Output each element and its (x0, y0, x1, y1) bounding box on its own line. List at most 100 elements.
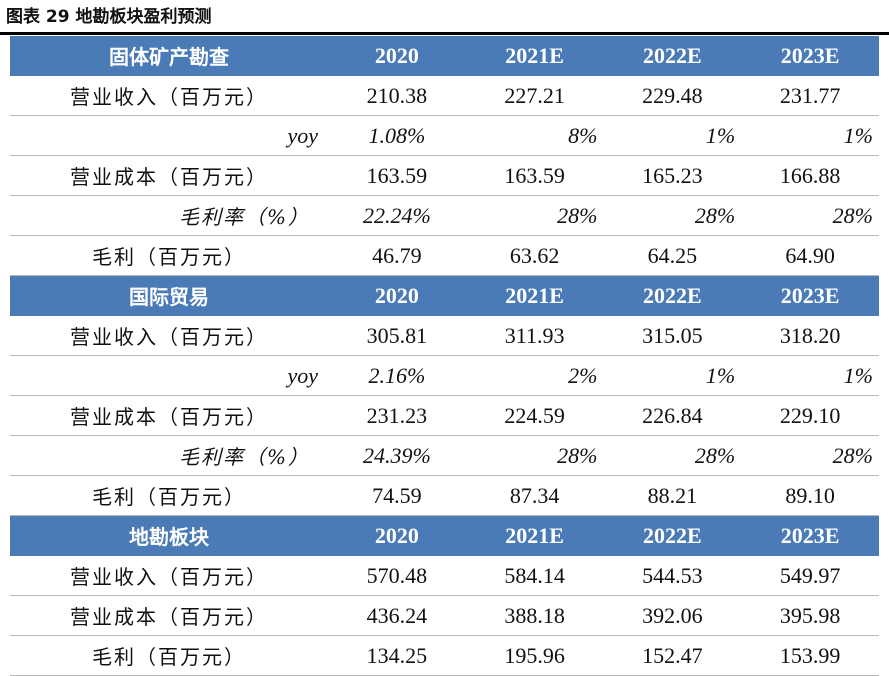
cell-value: 87.34 (465, 475, 604, 516)
cell-value: 28% (741, 195, 879, 236)
row-label: 营业成本（百万元） (10, 595, 328, 636)
year-header: 2022E (603, 515, 742, 556)
table-row: yoy 2.16% 2% 1% 1% (10, 355, 879, 396)
cell-value: 315.05 (603, 315, 742, 356)
cell-value: 1.08% (328, 115, 466, 156)
section-header: 固体矿产勘查 2020 2021E 2022E 2023E (10, 36, 879, 76)
cell-value: 163.59 (328, 155, 466, 196)
cell-value: 166.88 (741, 155, 879, 196)
cell-value: 231.23 (328, 395, 466, 436)
cell-value: 395.98 (741, 595, 879, 636)
cell-value: 64.90 (741, 235, 879, 276)
cell-value: 163.59 (465, 155, 604, 196)
cell-value: 1% (741, 115, 879, 156)
row-label: 毛利（百万元） (10, 635, 328, 676)
row-label: 营业成本（百万元） (10, 155, 328, 196)
year-header: 2023E (741, 36, 879, 76)
cell-value: 584.14 (465, 555, 604, 596)
section-name: 固体矿产勘查 (10, 36, 328, 76)
row-label: yoy (10, 115, 328, 156)
table-row: 营业成本（百万元） 231.23 224.59 226.84 229.10 (10, 395, 879, 436)
cell-value: 134.25 (328, 635, 466, 676)
year-header: 2020 (328, 515, 466, 556)
cell-value: 28% (603, 435, 742, 476)
cell-value: 305.81 (328, 315, 466, 356)
cell-value: 195.96 (465, 635, 604, 676)
cell-value: 28% (465, 195, 604, 236)
table-row: 营业收入（百万元） 210.38 227.21 229.48 231.77 (10, 75, 879, 116)
cell-value: 229.48 (603, 75, 742, 116)
table-row: 营业收入（百万元） 570.48 584.14 544.53 549.97 (10, 555, 879, 596)
cell-value: 1% (603, 355, 742, 396)
year-header: 2023E (741, 275, 879, 316)
cell-value: 231.77 (741, 75, 879, 116)
row-label: 毛利（百万元） (10, 235, 328, 276)
table-row: 毛利（百万元） 46.79 63.62 64.25 64.90 (10, 235, 879, 276)
table-body: 固体矿产勘查 2020 2021E 2022E 2023E 营业收入（百万元） … (10, 36, 879, 676)
section-header: 国际贸易 2020 2021E 2022E 2023E (10, 275, 879, 316)
cell-value: 28% (465, 435, 604, 476)
table-row: 毛利率（%） 22.24% 28% 28% 28% (10, 195, 879, 236)
row-label: 营业收入（百万元） (10, 75, 328, 116)
year-header: 2020 (328, 36, 466, 76)
cell-value: 28% (741, 435, 879, 476)
figure-title: 图表 29 地勘板块盈利预测 (6, 7, 212, 27)
year-header: 2020 (328, 275, 466, 316)
row-label: 营业收入（百万元） (10, 315, 328, 356)
cell-value: 1% (741, 355, 879, 396)
cell-value: 28% (603, 195, 742, 236)
table-row: 营业成本（百万元） 163.59 163.59 165.23 166.88 (10, 155, 879, 196)
profit-forecast-table: 固体矿产勘查 2020 2021E 2022E 2023E 营业收入（百万元） … (10, 36, 879, 676)
cell-value: 318.20 (741, 315, 879, 356)
cell-value: 229.10 (741, 395, 879, 436)
year-header: 2021E (465, 515, 604, 556)
cell-value: 63.62 (465, 235, 604, 276)
cell-value: 392.06 (603, 595, 742, 636)
section-name: 地勘板块 (10, 515, 328, 556)
year-header: 2021E (465, 36, 604, 76)
cell-value: 224.59 (465, 395, 604, 436)
year-header: 2023E (741, 515, 879, 556)
cell-value: 88.21 (603, 475, 742, 516)
row-label: 营业收入（百万元） (10, 555, 328, 596)
cell-value: 24.39% (328, 435, 466, 476)
cell-value: 549.97 (741, 555, 879, 596)
year-header: 2021E (465, 275, 604, 316)
cell-value: 311.93 (465, 315, 604, 356)
cell-value: 153.99 (741, 635, 879, 676)
cell-value: 152.47 (603, 635, 742, 676)
row-label: 毛利（百万元） (10, 475, 328, 516)
section-header: 地勘板块 2020 2021E 2022E 2023E (10, 515, 879, 556)
row-label: 毛利率（%） (10, 195, 328, 236)
cell-value: 2.16% (328, 355, 466, 396)
cell-value: 165.23 (603, 155, 742, 196)
cell-value: 64.25 (603, 235, 742, 276)
cell-value: 2% (465, 355, 604, 396)
cell-value: 74.59 (328, 475, 466, 516)
year-header: 2022E (603, 36, 742, 76)
table-row: 营业成本（百万元） 436.24 388.18 392.06 395.98 (10, 595, 879, 636)
cell-value: 46.79 (328, 235, 466, 276)
table-row: 毛利率（%） 24.39% 28% 28% 28% (10, 435, 879, 476)
cell-value: 544.53 (603, 555, 742, 596)
table-row: yoy 1.08% 8% 1% 1% (10, 115, 879, 156)
cell-value: 388.18 (465, 595, 604, 636)
cell-value: 1% (603, 115, 742, 156)
row-label: yoy (10, 355, 328, 396)
cell-value: 89.10 (741, 475, 879, 516)
cell-value: 210.38 (328, 75, 466, 116)
table-row: 毛利（百万元） 74.59 87.34 88.21 89.10 (10, 475, 879, 516)
row-label: 营业成本（百万元） (10, 395, 328, 436)
year-header: 2022E (603, 275, 742, 316)
cell-value: 22.24% (328, 195, 466, 236)
cell-value: 227.21 (465, 75, 604, 116)
cell-value: 436.24 (328, 595, 466, 636)
cell-value: 8% (465, 115, 604, 156)
table-row: 营业收入（百万元） 305.81 311.93 315.05 318.20 (10, 315, 879, 356)
cell-value: 570.48 (328, 555, 466, 596)
row-label: 毛利率（%） (10, 435, 328, 476)
cell-value: 226.84 (603, 395, 742, 436)
table-row: 毛利（百万元） 134.25 195.96 152.47 153.99 (10, 635, 879, 676)
section-name: 国际贸易 (10, 275, 328, 316)
title-rule (0, 32, 889, 35)
